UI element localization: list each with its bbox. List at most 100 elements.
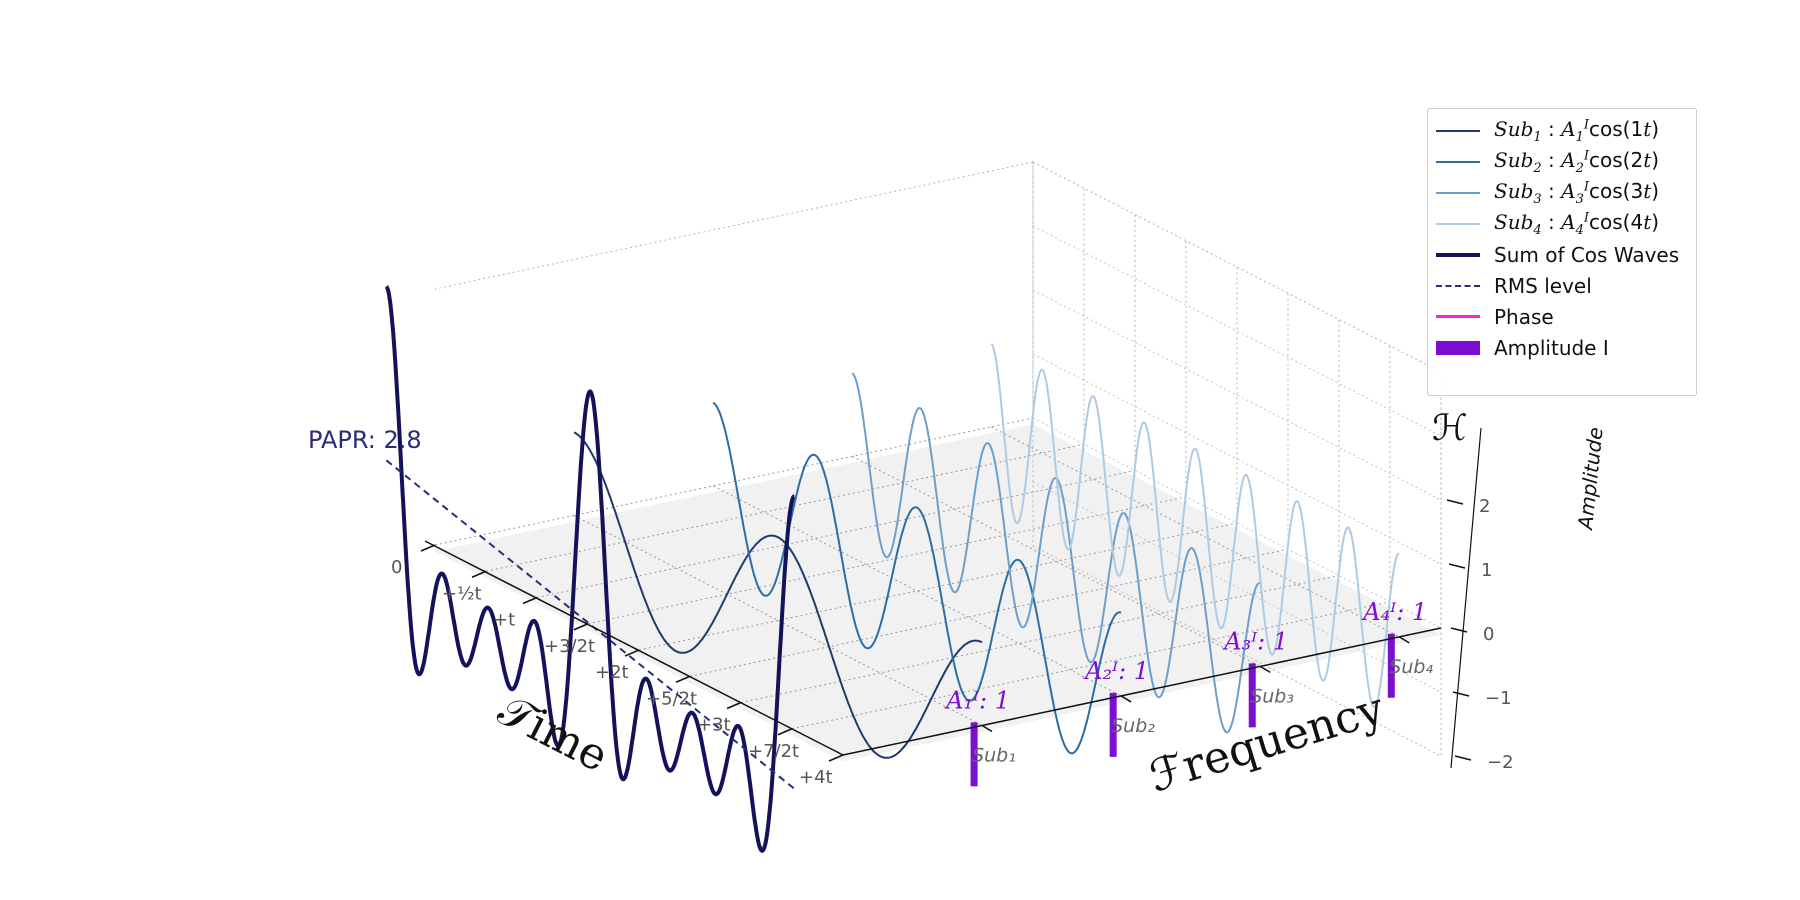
legend-label: Sum of Cos Waves	[1494, 242, 1680, 267]
axis-panes	[434, 161, 1442, 762]
rms-level-line	[385, 459, 795, 790]
grid-back-horizontal	[1032, 417, 1442, 629]
left-wall-top	[434, 161, 1034, 290]
amplitude-label-4: A₄ᴵ: 1	[1361, 598, 1427, 626]
grid-floor-f	[712, 485, 1122, 697]
x-tick-label: +t	[493, 610, 515, 631]
x-tick-label: +3/2t	[544, 636, 595, 657]
legend-label: Phase	[1494, 304, 1554, 329]
grid-floor-t	[485, 443, 1085, 572]
legend-swatch	[1436, 191, 1480, 194]
x-tick	[777, 728, 793, 736]
legend-item-sum: Sum of Cos Waves	[1436, 239, 1688, 270]
grid-floor-f	[991, 426, 1400, 638]
sum-of-cos-line	[384, 285, 796, 853]
legend-label: Sub1 : A1Icos(1t)	[1494, 116, 1660, 145]
legend-swatch	[1436, 284, 1480, 287]
grid-back-horizontal	[1032, 545, 1442, 757]
x-axis-line	[424, 540, 844, 756]
grid-back-horizontal	[1032, 225, 1442, 437]
x-tick	[726, 701, 742, 710]
legend-item-amp: Amplitude I	[1436, 332, 1688, 363]
y-tick-label: Sub₁	[972, 744, 1016, 766]
legend-label: RMS level	[1494, 273, 1592, 298]
y-axis-line	[842, 627, 1442, 756]
x-tick	[573, 623, 589, 631]
series-lines	[384, 285, 1400, 853]
legend-item-phase: Phase	[1436, 301, 1688, 332]
grid-floor-t	[689, 548, 1289, 677]
series-1-line	[573, 431, 983, 759]
legend-item-sub4: Sub4 : A4Icos(4t)	[1436, 208, 1688, 239]
x-tick	[624, 649, 640, 657]
z-tick	[1450, 627, 1468, 633]
legend-swatch	[1436, 315, 1480, 318]
legend-label: Sub2 : A2Icos(2t)	[1494, 147, 1660, 176]
legend-item-sub1: Sub1 : A1Icos(1t)	[1436, 115, 1688, 146]
legend-item-rms: RMS level	[1436, 270, 1688, 301]
grid-floor-t	[638, 522, 1238, 651]
amplitude-label-3: A₃ᴵ: 1	[1222, 627, 1288, 655]
legend-label: Sub4 : A4Icos(4t)	[1494, 209, 1660, 238]
series-2-line	[712, 401, 1122, 755]
legend-item-sub2: Sub2 : A2Icos(2t)	[1436, 146, 1688, 177]
x-tick	[471, 570, 487, 578]
grid-back-horizontal	[1032, 481, 1442, 693]
legend: Sub1 : A1Icos(1t) Sub2 : A2Icos(2t) Sub3 :…	[1427, 108, 1697, 396]
z-axis-label: Amplitude	[1573, 426, 1608, 532]
z-tick-label: 2	[1479, 496, 1490, 517]
legend-item-sub3: Sub3 : A3Icos(3t)	[1436, 177, 1688, 208]
papr-label: PAPR: 2.8	[308, 426, 422, 454]
grid-floor-f	[851, 455, 1261, 667]
z-tick	[1454, 755, 1472, 761]
x-tick-label: +5/2t	[646, 688, 697, 709]
amplitude-label-1: A₁ᴵ: 1	[944, 686, 1010, 714]
z-tick-label: 1	[1481, 560, 1492, 581]
y-tick-label: Sub₃	[1250, 685, 1294, 707]
legend-label: Amplitude I	[1494, 335, 1609, 360]
x-tick	[675, 675, 691, 683]
y-tick	[1398, 636, 1410, 644]
y-tick	[1120, 695, 1132, 703]
y-tick	[1259, 665, 1271, 674]
grid-back-horizontal	[1032, 289, 1442, 501]
x-tick-label: +4t	[799, 767, 833, 788]
grid-floor-t	[791, 601, 1391, 730]
grid-floor-f	[573, 515, 983, 726]
legend-label: Sub3 : A3Icos(3t)	[1494, 178, 1660, 207]
legend-swatch	[1436, 340, 1480, 355]
axes	[420, 427, 1482, 769]
y-tick-label: Sub₄	[1389, 656, 1433, 678]
x-tick-label: +3t	[697, 715, 731, 736]
x-tick	[420, 544, 436, 552]
z-tick-label: −2	[1487, 752, 1514, 773]
x-tick-label: +7/2t	[748, 741, 799, 762]
x-tick	[522, 596, 538, 605]
y-tick-label: Sub₂	[1111, 715, 1155, 737]
z-axis-line	[1450, 427, 1482, 769]
grid-floor-t	[434, 417, 1034, 546]
amplitude-label-2: A₂ᴵ: 1	[1083, 657, 1149, 685]
y-tick	[981, 724, 993, 733]
x-tick	[828, 754, 844, 762]
legend-swatch	[1436, 160, 1480, 163]
z-tick-label: 0	[1483, 624, 1494, 645]
x-tick-label: +½t	[442, 583, 482, 604]
amplitude-bars	[970, 633, 1395, 787]
z-tick	[1452, 691, 1470, 697]
x-tick-label: 0	[391, 557, 402, 578]
grid-back-horizontal	[1032, 353, 1442, 565]
series-4-line	[990, 343, 1400, 708]
legend-swatch	[1436, 129, 1480, 132]
z-tick-label: −1	[1485, 688, 1512, 709]
grid-back-horizontal	[1032, 161, 1442, 373]
x-tick-label: +2t	[595, 662, 629, 683]
grid-floor-t	[587, 496, 1187, 625]
z-tick	[1446, 499, 1464, 505]
z-axis-symbol: ℋ	[1432, 408, 1468, 449]
legend-swatch	[1436, 252, 1480, 257]
x-axis-label: 𝒯ime	[490, 684, 616, 782]
z-tick	[1448, 563, 1466, 569]
legend-swatch	[1436, 222, 1480, 225]
